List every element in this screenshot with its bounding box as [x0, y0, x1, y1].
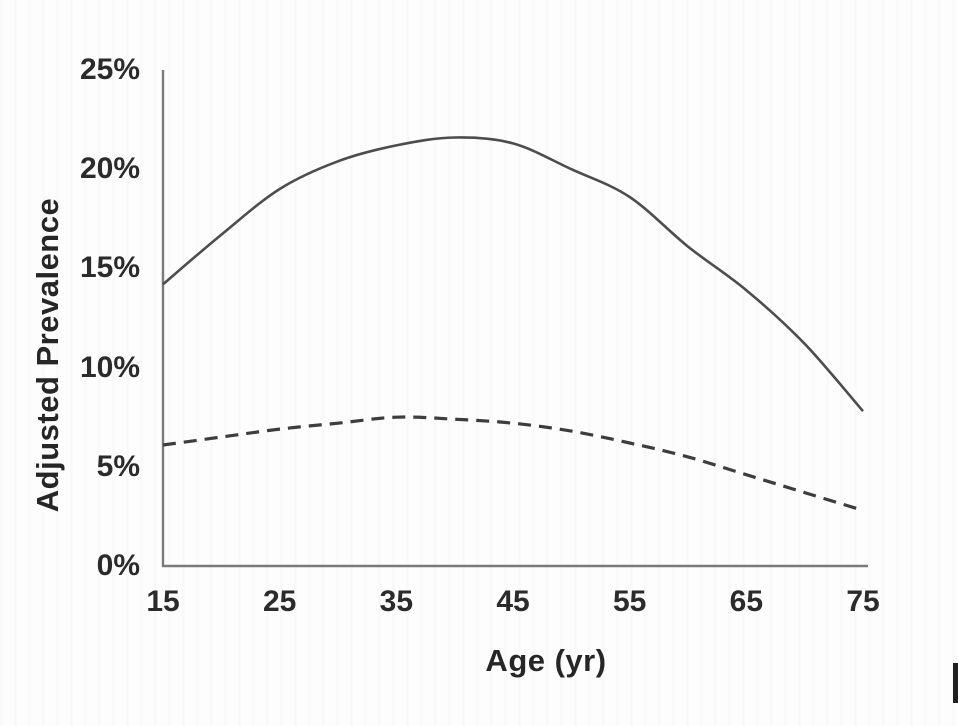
axes-lines	[161, 70, 868, 568]
screen-edge-artifact-bar	[953, 663, 958, 703]
solid-series-line	[162, 136, 864, 413]
x-axis-title: Age (yr)	[485, 643, 607, 678]
x-tick-label: 75	[846, 585, 880, 618]
y-tick-label: 15%	[79, 251, 140, 285]
x-tick-label: 35	[379, 585, 414, 618]
x-tick-label: 45	[496, 585, 530, 618]
y-tick-label: 20%	[79, 152, 140, 186]
x-tick-label: 65	[729, 585, 764, 618]
x-tick-label: 25	[262, 585, 297, 618]
x-tick-label: 15	[146, 585, 180, 618]
dashed-series-line	[162, 415, 864, 512]
y-tick-label: 10%	[79, 350, 140, 384]
y-tick-label: 25%	[79, 53, 140, 86]
x-tick-label: 55	[612, 585, 647, 618]
y-tick-label: 5%	[96, 449, 140, 483]
y-tick-label: 0%	[96, 549, 140, 582]
